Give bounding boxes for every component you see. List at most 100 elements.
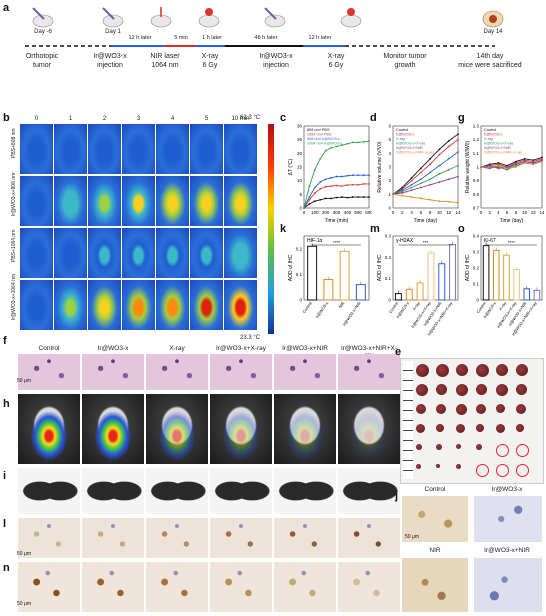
- thermal-image: [88, 124, 121, 174]
- chart-g-body-weight: 0 2 4 6 8 10 12 14 0.7 0.8 0.9 1 1.1 1.2 1.3 Time (day)…: [465, 124, 545, 225]
- scale-bar-label: 50 μm: [17, 378, 31, 384]
- thermal-row-label: PBS+1064 nm: [11, 229, 17, 262]
- x-tick-label: 600: [365, 210, 372, 215]
- thermal-image: [88, 228, 121, 278]
- data-point: [330, 197, 332, 200]
- data-point: [351, 183, 354, 186]
- data-point: [419, 167, 422, 170]
- data-point: [497, 167, 500, 170]
- data-point: [429, 198, 432, 201]
- data-point: [438, 153, 441, 156]
- thermal-image: [122, 176, 155, 226]
- panel-label-l: l: [3, 518, 7, 530]
- y-tick-label: 15: [297, 165, 303, 170]
- step-label: 14th day mice were sacrificed: [458, 53, 522, 69]
- x-tick-label: 10: [522, 210, 528, 215]
- chart-title: γ-H2AX: [396, 238, 414, 244]
- data-point: [351, 174, 354, 177]
- step-label: NIR laser 1064 nm: [150, 53, 180, 69]
- ihc-gh2ax-image: [82, 518, 144, 558]
- data-point: [357, 196, 360, 198]
- data-point: [357, 174, 360, 177]
- thermal-image: [224, 280, 257, 330]
- data-point: [362, 140, 365, 143]
- data-point: [438, 200, 441, 203]
- thermal-time-header: 3: [136, 116, 141, 122]
- thermal-image: [156, 124, 189, 174]
- data-point: [419, 197, 422, 200]
- data-point: [532, 162, 535, 164]
- bar: [427, 252, 435, 301]
- data-point: [308, 198, 311, 201]
- data-point: [410, 196, 413, 198]
- tumor-sample: [496, 364, 508, 376]
- data-point: [392, 193, 394, 196]
- x-tick-label: 0: [392, 210, 395, 215]
- legend-entry: Control: [396, 128, 408, 132]
- thermal-row-label: Ir@WO3-x+1064 nm: [11, 273, 17, 320]
- data-point: [419, 182, 422, 185]
- legend-entry: Ir@WO3-x: [484, 133, 502, 137]
- data-point: [497, 163, 500, 166]
- series-line: [392, 176, 459, 195]
- data-point: [429, 157, 432, 160]
- thermal-time-header: 1: [68, 116, 73, 122]
- x-tick-label: 0: [303, 210, 306, 215]
- x-axis-label: Time (min): [325, 218, 349, 224]
- y-tick-label: 1.3: [473, 124, 480, 129]
- series-line: [392, 165, 459, 195]
- group-label: Control: [38, 345, 60, 352]
- panel-label-d: d: [370, 112, 377, 124]
- data-point: [303, 207, 305, 209]
- legend-entry: Ir@WO3-x+X-ray: [396, 142, 425, 146]
- data-point: [362, 196, 365, 198]
- j-label: NIR: [429, 547, 441, 554]
- panel-label-a: a: [3, 2, 10, 14]
- day-label: Day 14: [483, 29, 503, 35]
- y-tick-label: 0: [299, 206, 302, 211]
- data-point: [368, 196, 370, 198]
- mouse-syringe-icon: [30, 6, 56, 28]
- y-tick-label: 0.2: [473, 266, 480, 271]
- j-ihc-image: [474, 558, 542, 612]
- data-point: [351, 141, 354, 144]
- x-tick-label: 12: [531, 210, 537, 215]
- data-point: [506, 168, 509, 171]
- data-point: [346, 174, 349, 177]
- ihc-gh2ax-image: [338, 518, 400, 558]
- significance-label: ****: [508, 240, 515, 245]
- y-tick-label: 0.1: [296, 272, 303, 277]
- data-point: [335, 175, 338, 178]
- interval-note: 5 min: [174, 35, 188, 41]
- x-tick-label: 500: [354, 210, 362, 215]
- step-label: Orthotopic tumor: [25, 53, 59, 69]
- data-point: [480, 166, 482, 168]
- ruler: [403, 361, 413, 479]
- y-axis-label: AOD of IHC: [377, 254, 383, 281]
- chart-c-temperature-rise: 0 100 200 300 400 500 600 0 5 10 15 20 25 30 Time (min…: [288, 124, 372, 225]
- data-point: [308, 196, 311, 198]
- series-line: [392, 151, 459, 195]
- y-tick-label: 0: [476, 298, 479, 303]
- group-label: Ir@WO3-x+X-ray: [215, 345, 267, 352]
- x-axis-label: Time (day): [500, 218, 524, 224]
- category-label: Control: [388, 301, 400, 315]
- thermal-image: [156, 280, 189, 330]
- panel-label-o: o: [458, 223, 465, 235]
- thermal-image: [20, 228, 53, 278]
- data-point: [313, 192, 316, 194]
- data-point: [447, 157, 450, 160]
- legend-entry: Ir@WO3-x+X-ray: [484, 142, 513, 146]
- data-point: [541, 156, 543, 159]
- series-line: [303, 196, 369, 209]
- data-point: [308, 203, 311, 205]
- x-tick-label: 100: [311, 210, 319, 215]
- lung-image: [146, 468, 208, 514]
- data-point: [514, 163, 517, 166]
- data-point: [457, 151, 459, 153]
- tumor-sample: [436, 364, 449, 377]
- mouse-sacrificed-icon: [480, 6, 506, 28]
- y-tick-label: 10: [297, 178, 303, 183]
